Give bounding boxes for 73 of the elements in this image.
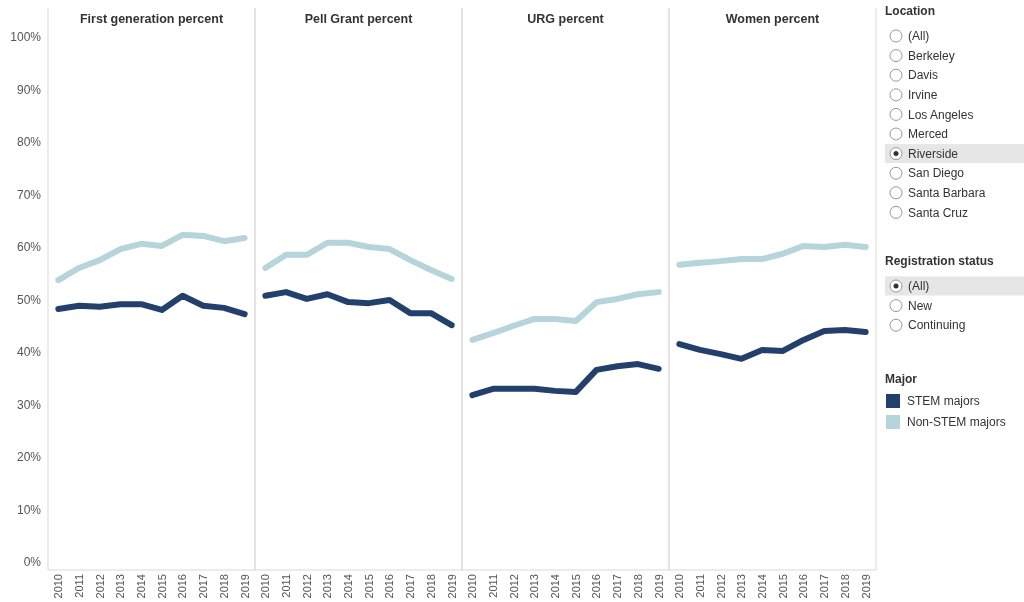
x-tick-label: 2018 [217, 574, 230, 599]
x-tick-label: 2013 [735, 574, 748, 599]
y-tick-label: 50% [16, 292, 42, 307]
chart-title: Pell Grant percent [304, 12, 414, 26]
x-tick-label: 2014 [342, 574, 354, 599]
x-tick-label: 2011 [693, 574, 706, 598]
x-tick-label: 2017 [197, 574, 210, 599]
text: Location [885, 4, 935, 18]
legend-label: STEM majors [907, 394, 980, 409]
y-tick-label: 60% [16, 240, 42, 255]
chart-title: Women percent [725, 12, 821, 26]
y-tick-label: 70% [16, 187, 42, 202]
y-tick-label: 90% [16, 82, 42, 97]
chart-title: URG percent [527, 12, 605, 26]
x-tick-label: 2018 [631, 574, 644, 599]
x-tick-label: 2016 [176, 574, 189, 599]
x-tick-label: 2010 [673, 574, 686, 599]
x-tick-label: 2013 [114, 574, 127, 599]
x-tick-label: 2017 [611, 574, 624, 599]
x-tick-label: 2016 [383, 574, 396, 599]
x-tick-label: 2012 [93, 574, 106, 599]
x-tick-label: 2014 [135, 574, 147, 599]
x-tick-label: 2012 [714, 574, 727, 599]
x-tick-label: 2015 [362, 574, 375, 599]
x-tick-label: 2014 [756, 574, 768, 599]
x-tick-label: 2015 [155, 574, 168, 599]
y-tick-label: 10% [16, 502, 42, 517]
text: Los Angeles [908, 107, 974, 122]
x-tick-label: 2017 [818, 574, 831, 599]
y-tick-label: 100% [10, 30, 42, 45]
x-tick-label: 2017 [404, 574, 417, 599]
x-tick-label: 2010 [259, 574, 272, 599]
text: New [908, 298, 933, 313]
legend-label: Non-STEM majors [907, 415, 1006, 430]
y-tick-label: 40% [16, 345, 42, 360]
x-tick-label: 2013 [321, 574, 334, 599]
x-tick-label: 2015 [776, 574, 789, 599]
x-tick-label: 2012 [300, 574, 313, 599]
text: Davis [908, 68, 939, 83]
y-tick-label: 80% [16, 135, 42, 150]
x-tick-label: 2019 [859, 574, 872, 599]
text: (All) [908, 29, 930, 44]
x-tick-label: 2013 [528, 574, 541, 599]
text: Riverside [908, 146, 959, 161]
text: Berkeley [908, 48, 955, 63]
chart-title: First generation percent [79, 12, 224, 26]
text: (All) [908, 279, 930, 294]
x-tick-label: 2014 [549, 574, 561, 599]
x-tick-label: 2018 [424, 574, 437, 599]
x-tick-label: 2019 [238, 574, 251, 599]
x-tick-label: 2016 [797, 574, 810, 599]
y-tick-label: 0% [23, 555, 42, 570]
y-tick-label: 30% [16, 397, 42, 412]
text: Merced [908, 127, 949, 142]
x-tick-label: 2019 [445, 574, 458, 599]
text: Continuing [908, 318, 966, 333]
x-tick-label: 2011 [72, 574, 85, 598]
x-tick-label: 2015 [569, 574, 582, 599]
text: Registration status [885, 254, 995, 268]
legend-title: Major [885, 372, 918, 386]
x-tick-label: 2011 [486, 574, 499, 598]
text: San Diego [908, 166, 965, 181]
text: Irvine [908, 88, 938, 102]
x-tick-label: 2019 [652, 574, 665, 599]
x-tick-label: 2011 [279, 574, 292, 598]
x-tick-label: 2010 [52, 574, 65, 599]
y-tick-label: 20% [16, 450, 42, 465]
x-tick-label: 2010 [466, 574, 479, 599]
x-tick-label: 2018 [838, 574, 851, 599]
text: Santa Cruz [908, 205, 969, 220]
text: Santa Barbara [908, 186, 986, 200]
x-tick-label: 2012 [507, 574, 520, 599]
x-tick-label: 2016 [590, 574, 603, 599]
